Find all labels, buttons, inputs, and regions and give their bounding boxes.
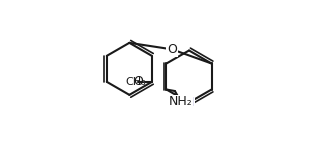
Text: CH₃: CH₃ [125, 77, 146, 87]
Text: NH₂: NH₂ [169, 95, 192, 108]
Text: O: O [133, 75, 143, 88]
Text: N: N [184, 96, 194, 109]
Text: O: O [167, 43, 177, 56]
